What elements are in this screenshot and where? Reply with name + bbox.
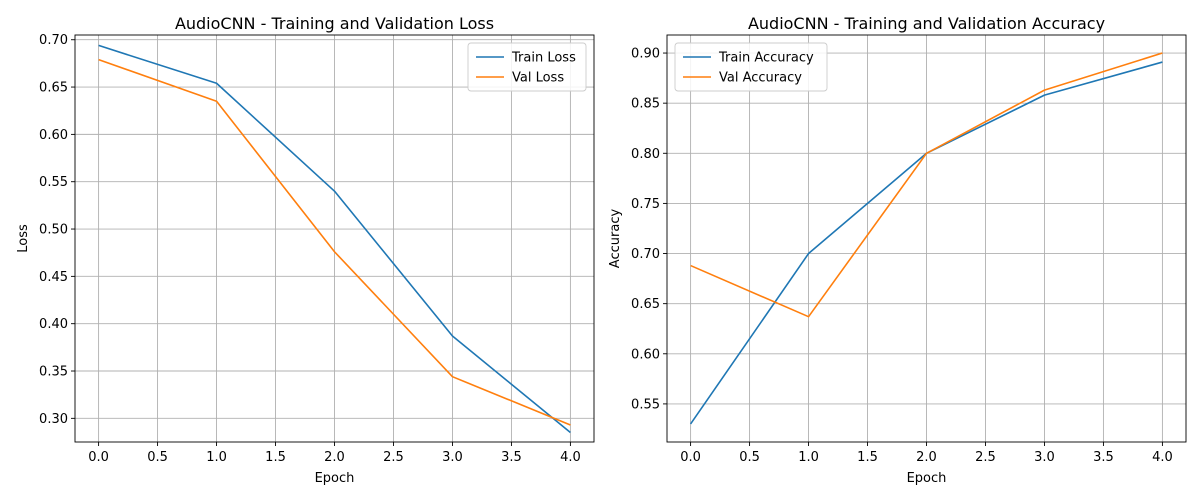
accuracy-y-tick-label: 0.55 xyxy=(631,397,660,412)
loss-x-axis-label: Epoch xyxy=(315,471,355,486)
accuracy-y-tick-label: 0.90 xyxy=(631,47,660,62)
val-loss-line xyxy=(98,58,571,426)
loss-legend-frame xyxy=(467,42,587,92)
accuracy-x-tick-label: 3.5 xyxy=(1093,450,1114,465)
accuracy-x-tick-label: 3.0 xyxy=(1034,450,1055,465)
accuracy-legend-frame xyxy=(674,42,828,92)
loss-x-tick-label: 4.0 xyxy=(560,450,581,465)
loss-chart-title: AudioCNN - Training and Validation Loss xyxy=(175,14,494,33)
loss-y-tick-label: 0.30 xyxy=(39,412,68,427)
val-accuracy-line xyxy=(690,52,1163,318)
accuracy-y-tick-label: 0.70 xyxy=(631,247,660,262)
accuracy-x-tick-label: 1.0 xyxy=(798,450,819,465)
loss-chart: 0.0 0.5 1.0 1.5 2.0 2.5 3.0 3.5 4.0 0.30 0.35 0.40 0… xyxy=(16,14,595,486)
loss-y-tick-label: 0.40 xyxy=(39,317,68,332)
val-accuracy-legend-label: Val Accuracy xyxy=(719,71,802,86)
loss-y-tick-label: 0.70 xyxy=(39,33,68,48)
train-loss-line xyxy=(98,44,571,434)
accuracy-x-tick-label: 1.5 xyxy=(857,450,878,465)
accuracy-y-axis-label: Accuracy xyxy=(608,209,623,269)
loss-x-tick-label: 1.0 xyxy=(206,450,227,465)
loss-x-tick-label: 2.5 xyxy=(383,450,404,465)
loss-y-axis-label: Loss xyxy=(16,224,31,253)
train-accuracy-legend-label: Train Accuracy xyxy=(718,51,814,66)
accuracy-x-axis-label: Epoch xyxy=(907,471,947,486)
accuracy-x-tick-label: 2.5 xyxy=(975,450,996,465)
accuracy-x-tick-label: 0.5 xyxy=(739,450,760,465)
loss-y-tick-label: 0.35 xyxy=(39,365,68,380)
accuracy-x-tick-label: 2.0 xyxy=(916,450,937,465)
accuracy-y-tick-label: 0.85 xyxy=(631,97,660,112)
loss-x-tick-label: 1.5 xyxy=(265,450,286,465)
loss-y-tick-label: 0.45 xyxy=(39,270,68,285)
loss-y-tick-label: 0.65 xyxy=(39,81,68,96)
accuracy-y-tick-label: 0.80 xyxy=(631,147,660,162)
accuracy-y-tick-label: 0.65 xyxy=(631,297,660,312)
loss-x-tick-label: 0.0 xyxy=(88,450,109,465)
train-loss-legend-label: Train Loss xyxy=(511,51,576,66)
val-loss-legend-label: Val Loss xyxy=(512,71,564,86)
accuracy-chart-title: AudioCNN - Training and Validation Accur… xyxy=(748,14,1105,33)
accuracy-legend: Train Accuracy Val Accuracy xyxy=(674,42,828,92)
accuracy-y-tick-label: 0.75 xyxy=(631,197,660,212)
loss-y-tick-label: 0.55 xyxy=(39,175,68,190)
loss-x-tick-label: 0.5 xyxy=(147,450,168,465)
accuracy-x-tick-label: 0.0 xyxy=(680,450,701,465)
loss-x-tick-label: 3.0 xyxy=(442,450,463,465)
loss-x-tick-label: 2.0 xyxy=(324,450,345,465)
accuracy-chart: 0.0 0.5 1.0 1.5 2.0 2.5 3.0 3.5 4.0 0.55 0.60 0.65 0… xyxy=(608,14,1187,486)
loss-x-tick-label: 3.5 xyxy=(501,450,522,465)
loss-y-tick-label: 0.60 xyxy=(39,128,68,143)
accuracy-y-tick-label: 0.60 xyxy=(631,347,660,362)
accuracy-x-tick-label: 4.0 xyxy=(1152,450,1173,465)
loss-y-tick-label: 0.50 xyxy=(39,223,68,238)
loss-legend: Train Loss Val Loss xyxy=(467,42,587,92)
